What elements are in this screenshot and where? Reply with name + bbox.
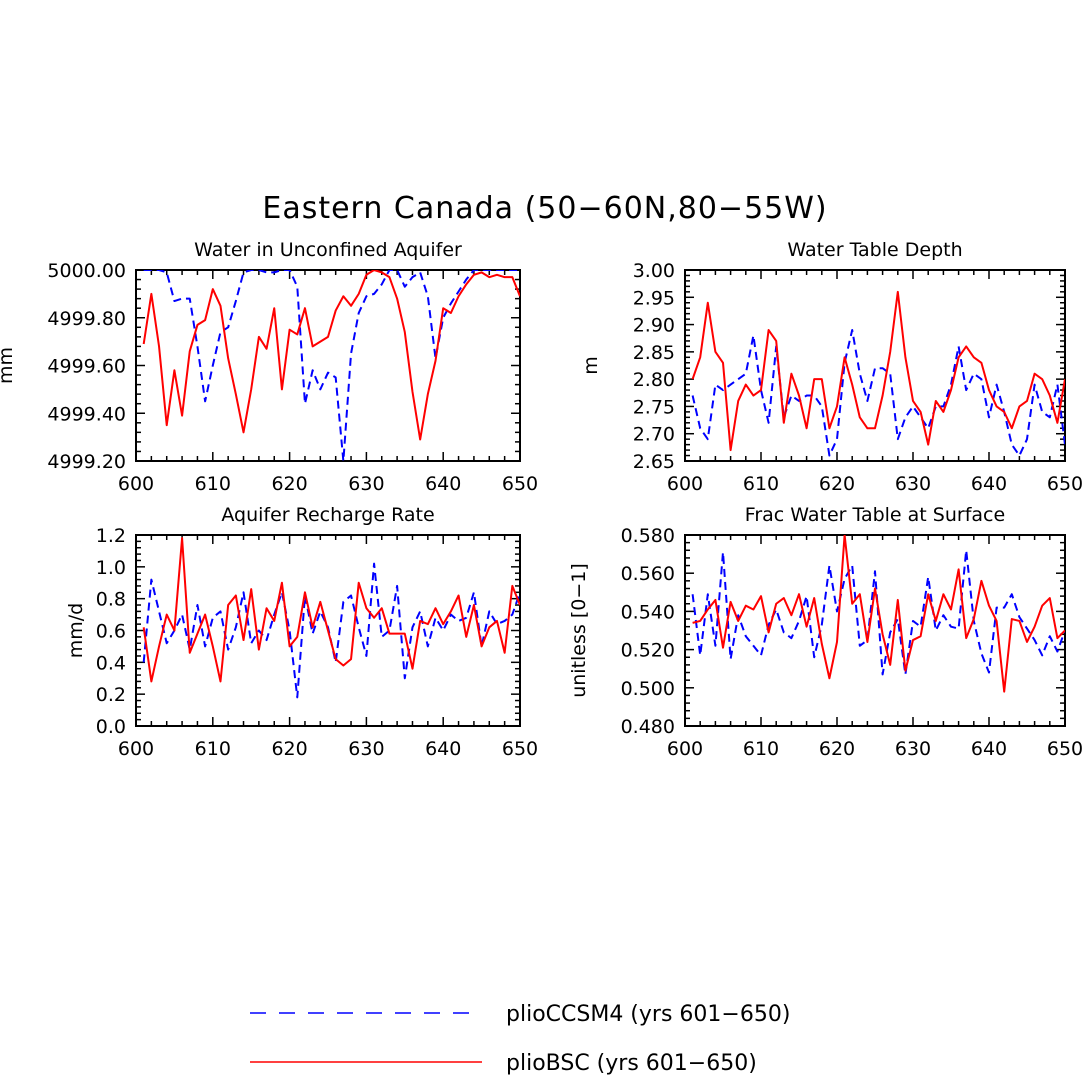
x-tick-label: 620 <box>271 473 307 495</box>
y-tick-label: 0.580 <box>621 525 675 547</box>
x-tick-label: 640 <box>971 738 1007 760</box>
plot-frame <box>684 269 1066 462</box>
y-axis-label: unitless [0−1] <box>568 563 590 698</box>
x-tick-label: 640 <box>425 473 461 495</box>
legend-label-ccsm4: plioCCSM4 (yrs 601−650) <box>506 1002 790 1027</box>
x-tick-label: 610 <box>195 738 231 760</box>
panel-2: Water Table Depth 600 610 620 630 640 650 3.00 2… <box>580 239 1083 495</box>
y-tick-label: 2.85 <box>633 342 675 364</box>
x-tick-label: 620 <box>271 738 307 760</box>
x-tick-label: 650 <box>1047 473 1083 495</box>
legend-label-bsc: plioBSC (yrs 601−650) <box>506 1051 757 1076</box>
y-axis-label: m <box>580 356 602 375</box>
x-tick-label: 630 <box>895 473 931 495</box>
y-tick-label: 0.500 <box>621 678 675 700</box>
y-tick-label: 5000.00 <box>47 260 126 282</box>
y-tick-label: 4999.80 <box>47 308 126 330</box>
x-tick-label: 600 <box>667 473 703 495</box>
series-line-bsc <box>692 535 1065 693</box>
x-tick-label: 630 <box>348 738 384 760</box>
plot-frame <box>684 534 1066 727</box>
y-axis-label: mm/d <box>65 603 87 658</box>
x-tick-label: 650 <box>502 738 538 760</box>
x-tick-label: 600 <box>667 738 703 760</box>
legend: plioCCSM4 (yrs 601−650) plioBSC (yrs 601−… <box>250 1002 790 1076</box>
panel-title: Aquifer Recharge Rate <box>221 504 434 526</box>
x-tick-label: 630 <box>348 473 384 495</box>
figure-title: Eastern Canada (50−60N,80−55W) <box>262 191 827 226</box>
x-tick-label: 610 <box>195 473 231 495</box>
y-tick-label: 2.90 <box>633 315 675 337</box>
series-line-ccsm4 <box>691 329 1065 457</box>
y-tick-label: 1.0 <box>96 557 126 579</box>
y-tick-label: 0.540 <box>621 601 675 623</box>
x-tick-label: 630 <box>895 738 931 760</box>
panel-title: Water Table Depth <box>787 239 962 261</box>
x-tick-label: 620 <box>819 473 855 495</box>
y-tick-label: 0.6 <box>96 621 126 643</box>
y-tick-label: 3.00 <box>633 260 675 282</box>
panel-4: Frac Water Table at Surface 600 610 620 630 6… <box>568 504 1083 760</box>
panel-3: Aquifer Recharge Rate 600 610 620 630 640 650 1… <box>65 504 538 760</box>
x-tick-label: 610 <box>743 738 779 760</box>
y-tick-label: 2.70 <box>633 424 675 446</box>
y-tick-label: 1.2 <box>96 525 126 547</box>
y-tick-label: 4999.60 <box>47 356 126 378</box>
series-line-ccsm4 <box>142 562 520 699</box>
panel-1: Water in Unconfined Aquifer 600 610 620 630 6… <box>0 239 538 495</box>
y-tick-label: 2.95 <box>633 287 675 309</box>
panel-title: Water in Unconfined Aquifer <box>194 239 462 261</box>
y-tick-label: 0.0 <box>96 716 126 738</box>
plot-frame <box>135 269 521 462</box>
x-tick-label: 600 <box>118 738 154 760</box>
series-line-ccsm4 <box>691 549 1065 676</box>
y-tick-label: 0.520 <box>621 640 675 662</box>
y-tick-label: 4999.20 <box>47 451 126 473</box>
x-tick-label: 610 <box>743 473 779 495</box>
y-tick-label: 2.65 <box>633 451 675 473</box>
x-tick-label: 600 <box>118 473 154 495</box>
series-line-ccsm4 <box>143 270 520 461</box>
y-tick-label: 0.480 <box>621 716 675 738</box>
x-tick-label: 640 <box>425 738 461 760</box>
panel-title: Frac Water Table at Surface <box>745 504 1005 526</box>
x-tick-label: 650 <box>1047 738 1083 760</box>
y-tick-label: 0.560 <box>621 563 675 585</box>
y-tick-label: 2.80 <box>633 369 675 391</box>
y-tick-label: 0.2 <box>96 684 126 706</box>
y-axis-label: mm <box>0 347 17 384</box>
y-tick-label: 4999.40 <box>47 403 126 425</box>
y-tick-label: 0.8 <box>96 589 126 611</box>
series-line-bsc <box>691 290 1065 452</box>
y-tick-label: 2.75 <box>633 396 675 418</box>
x-tick-label: 620 <box>819 738 855 760</box>
y-tick-label: 0.4 <box>96 652 126 674</box>
series-line-bsc <box>142 537 520 683</box>
x-tick-label: 650 <box>502 473 538 495</box>
series-line-bsc <box>142 270 520 441</box>
x-tick-label: 640 <box>971 473 1007 495</box>
panels-group: Water in Unconfined Aquifer 600 610 620 630 6… <box>0 239 1083 760</box>
